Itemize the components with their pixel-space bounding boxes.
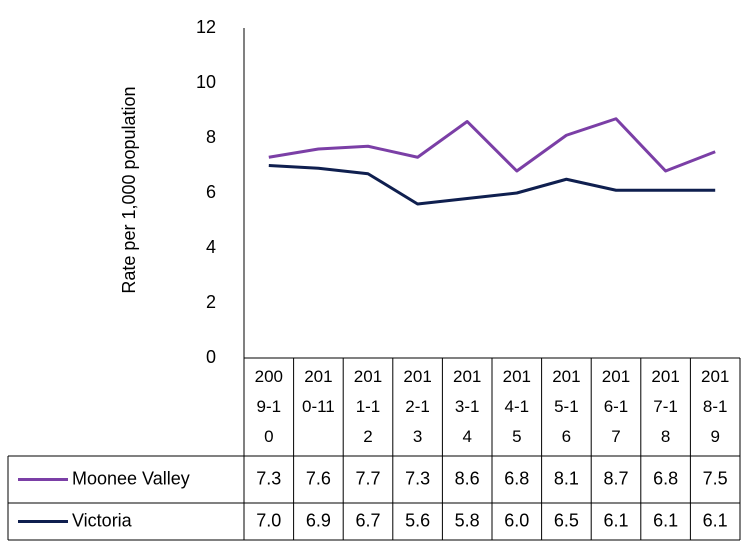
y-tick-label: 12 [196,17,216,37]
y-axis-label: Rate per 1,000 population [119,86,139,293]
table-value: 5.6 [405,510,430,530]
table-value: 6.8 [653,468,678,488]
y-tick-label: 10 [196,72,216,92]
x-tick-label: 2009-10 [254,367,283,446]
table-value: 6.1 [703,510,728,530]
legend-label: Victoria [72,510,133,530]
series-line [268,117,716,173]
table-value: 7.0 [256,510,281,530]
y-tick-label: 6 [206,182,216,202]
table-value: 6.7 [355,510,380,530]
x-tick-label: 2018-19 [701,367,730,446]
y-tick-label: 8 [206,127,216,147]
table-value: 5.8 [455,510,480,530]
series-line [268,164,716,206]
table-value: 6.5 [554,510,579,530]
table-value: 6.0 [504,510,529,530]
table-value: 6.1 [603,510,628,530]
table-value: 7.6 [306,468,331,488]
table-value: 7.7 [355,468,380,488]
y-tick-label: 4 [206,237,216,257]
y-tick-label: 0 [206,347,216,367]
table-value: 7.3 [256,468,281,488]
x-tick-label: 2017-18 [651,367,680,446]
legend-label: Moonee Valley [72,468,190,488]
table-value: 6.1 [653,510,678,530]
table-value: 7.5 [703,468,728,488]
x-tick-label: 2016-17 [601,367,631,446]
x-tick-label: 2010-11 [302,367,335,416]
table-value: 8.1 [554,468,579,488]
x-tick-label: 2014-15 [502,367,531,446]
table-value: 8.7 [603,468,628,488]
y-tick-label: 2 [206,292,216,312]
table-value: 6.9 [306,510,331,530]
table-value: 7.3 [405,468,430,488]
x-tick-label: 2015-16 [552,367,581,446]
table-value: 8.6 [455,468,480,488]
table-value: 6.8 [504,468,529,488]
x-tick-label: 2011-12 [353,367,383,446]
x-tick-label: 2013-14 [453,367,482,446]
x-tick-label: 2012-13 [403,367,432,446]
